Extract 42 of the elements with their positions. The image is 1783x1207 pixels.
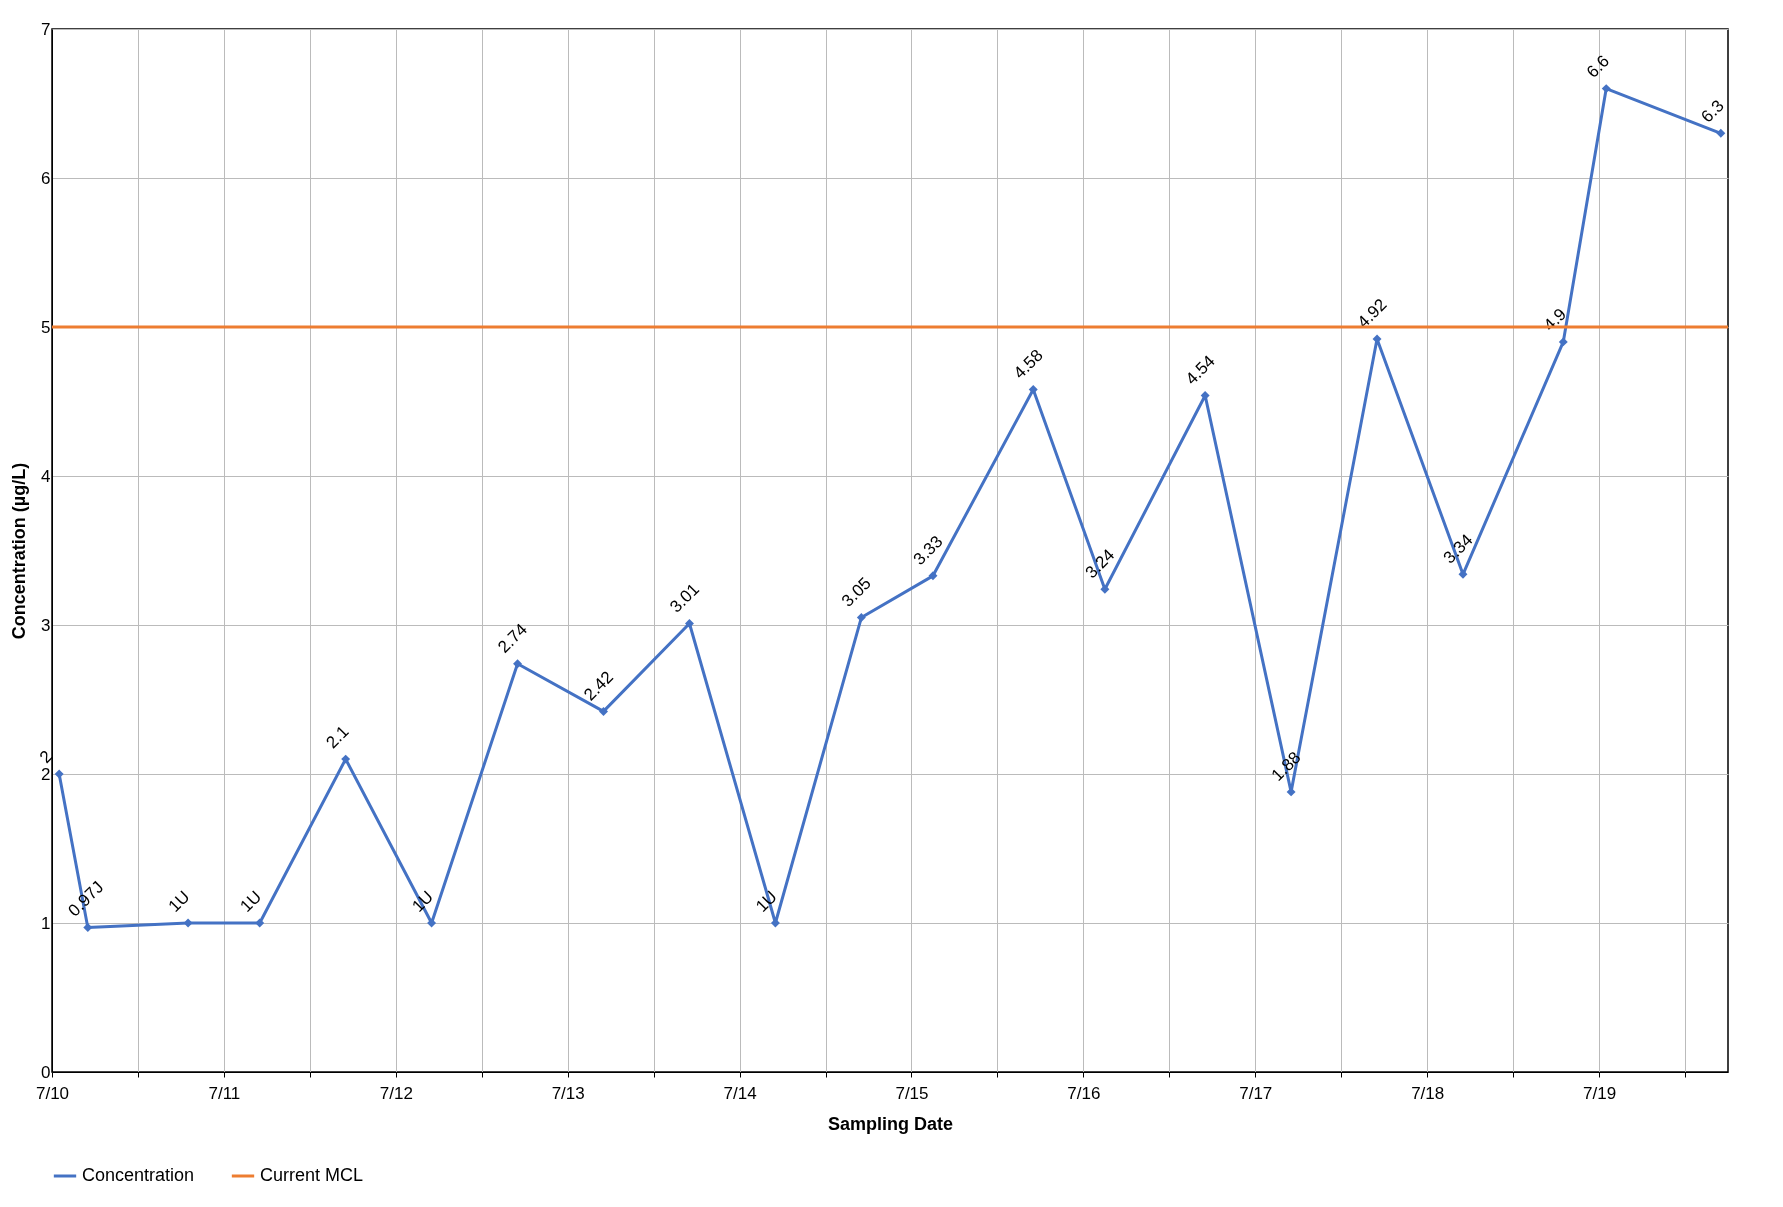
data-label: 3.01 (666, 579, 703, 617)
y-tick-label: 3 (41, 615, 51, 635)
x-tick-label: 7/18 (1411, 1083, 1445, 1103)
data-label: 4.58 (1009, 345, 1047, 383)
y-tick-label: 4 (41, 466, 51, 486)
y-tick-label: 2 (41, 764, 51, 784)
data-label: 2.1 (322, 721, 353, 753)
point (513, 659, 523, 669)
x-tick-label: 7/19 (1583, 1083, 1617, 1103)
data-label: 1U (408, 887, 438, 916)
x-tick-label: 7/15 (895, 1083, 929, 1103)
y-tick-label: 1 (41, 913, 51, 933)
y-tick-label: 6 (41, 168, 51, 188)
y-tick-label: 5 (41, 317, 51, 337)
x-tick-label: 7/17 (1239, 1083, 1273, 1103)
point (856, 613, 866, 623)
y-tick-label: 7 (41, 19, 51, 39)
point (341, 754, 351, 764)
point (599, 706, 608, 716)
data-label: 6.6 (1582, 51, 1614, 82)
point (1028, 385, 1038, 395)
data-label: 1U (236, 887, 266, 916)
x-axis-title: Sampling Date (827, 1113, 954, 1134)
x-tick-label: 7/14 (723, 1083, 757, 1103)
data-label: 1U (752, 887, 781, 916)
data-label: 1U (164, 887, 194, 916)
data-label: 4.92 (1353, 295, 1391, 332)
y-axis-title: Concentration (µg/L) (9, 462, 30, 640)
x-tick-label: 7/10 (35, 1083, 70, 1103)
legend-label: Concentration (82, 1165, 195, 1185)
x-tick-label: 7/13 (551, 1083, 585, 1103)
legend-label: Current MCL (260, 1165, 364, 1185)
x-tick-label: 7/11 (208, 1083, 241, 1103)
x-tick-label: 7/12 (379, 1083, 413, 1103)
data-label: 6.3 (1697, 96, 1728, 127)
point (83, 923, 93, 932)
y-tick-label: 0 (41, 1062, 51, 1082)
point (255, 918, 265, 928)
point (1716, 128, 1726, 138)
point (684, 619, 694, 628)
x-tick-label: 7/16 (1067, 1083, 1101, 1103)
point (427, 918, 437, 928)
